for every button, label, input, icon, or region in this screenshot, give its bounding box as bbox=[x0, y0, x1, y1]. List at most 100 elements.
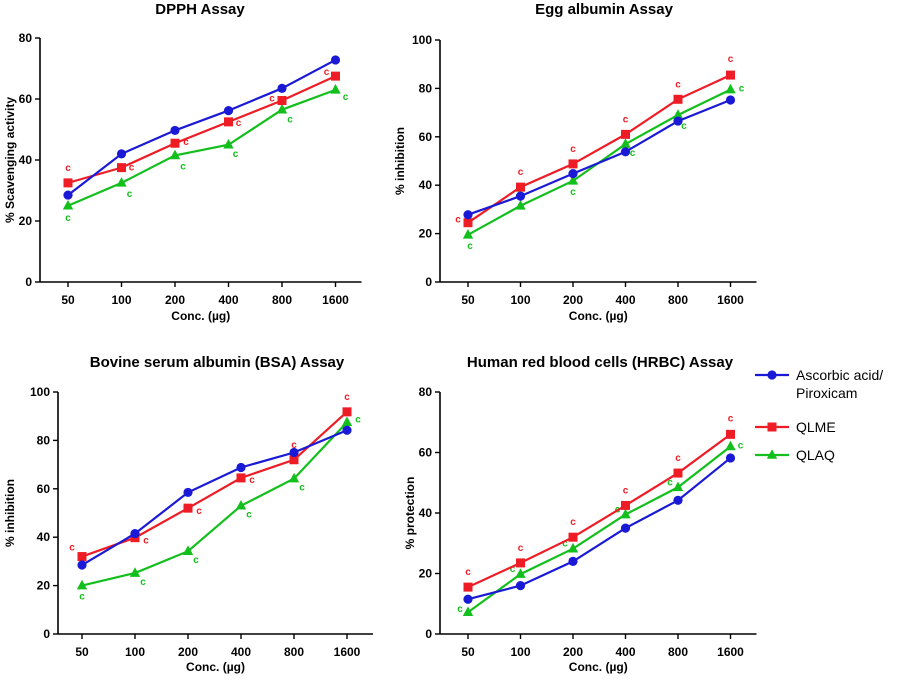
data-point bbox=[516, 558, 525, 568]
data-point bbox=[462, 229, 474, 239]
data-point bbox=[568, 556, 578, 567]
chart-panel-4: Human red blood cells (HRBC) Assay 0 20 40 6… bbox=[403, 354, 757, 674]
significance-label: c bbox=[675, 453, 681, 464]
legend-entry: Ascorbic acid/Piroxicam bbox=[755, 367, 883, 401]
data-point bbox=[289, 447, 299, 458]
significance-label: c bbox=[180, 161, 186, 172]
legend-marker bbox=[766, 449, 778, 459]
chart-panel-2: Egg albumin Assay 0 20 40 60 80 100 50 100 200 400… bbox=[393, 1, 757, 323]
significance-label: c bbox=[728, 413, 734, 424]
chart-title: Egg albumin Assay bbox=[535, 1, 673, 18]
series-line bbox=[81, 421, 348, 587]
significance-label: c bbox=[623, 114, 629, 125]
data-point bbox=[342, 425, 352, 435]
chart-title: DPPH Assay bbox=[155, 1, 245, 18]
data-point bbox=[462, 606, 474, 617]
significance-label: c bbox=[269, 94, 275, 105]
data-point bbox=[568, 168, 578, 179]
significance-label: c bbox=[196, 506, 202, 517]
chart-title: Human red blood cells (HRBC) Assay bbox=[467, 354, 734, 371]
significance-label: c bbox=[457, 604, 463, 615]
chart-panel-3: Bovine serum albumin (BSA) Assay 0 20 40 60 8… bbox=[3, 354, 373, 674]
significance-label: c bbox=[129, 163, 135, 174]
x-tick-label: 100 bbox=[125, 645, 145, 659]
data-point bbox=[463, 218, 473, 228]
data-point bbox=[117, 163, 126, 173]
x-axis-label: Conc. (µg) bbox=[569, 660, 628, 674]
significance-label: c bbox=[143, 536, 149, 547]
series-qlaq: c c c c c c bbox=[62, 84, 349, 224]
legend-entry: QLME bbox=[755, 419, 836, 435]
y-tick-label: 20 bbox=[419, 227, 433, 241]
x-tick-label: 100 bbox=[111, 293, 131, 307]
series-ascorbic-acid-piroxicam bbox=[463, 453, 736, 604]
significance-label: c bbox=[518, 167, 524, 178]
significance-label: c bbox=[510, 564, 516, 575]
chart-title: Bovine serum albumin (BSA) Assay bbox=[90, 354, 345, 371]
significance-label: c bbox=[570, 517, 576, 528]
y-tick-label: 0 bbox=[425, 627, 432, 641]
significance-label: c bbox=[623, 485, 629, 496]
data-point bbox=[116, 149, 127, 159]
y-tick-label: 80 bbox=[419, 81, 433, 95]
data-point bbox=[77, 560, 87, 570]
significance-label: c bbox=[344, 392, 350, 403]
data-point bbox=[277, 83, 287, 93]
x-tick-label: 800 bbox=[668, 645, 688, 659]
significance-label: c bbox=[236, 118, 242, 129]
y-tick-label: 0 bbox=[25, 275, 32, 289]
data-point bbox=[620, 508, 631, 519]
y-tick-label: 40 bbox=[19, 153, 33, 167]
x-tick-label: 1600 bbox=[334, 645, 361, 659]
x-axis-label: Conc. (µg) bbox=[186, 660, 245, 674]
y-tick-label: 60 bbox=[37, 482, 51, 496]
significance-label: c bbox=[343, 92, 349, 103]
significance-label: c bbox=[630, 148, 636, 159]
legend-label: QLAQ bbox=[796, 447, 835, 463]
series-ascorbic-acid-piroxicam bbox=[63, 55, 341, 200]
data-point bbox=[673, 94, 683, 104]
data-point bbox=[63, 178, 73, 188]
y-tick-label: 60 bbox=[419, 446, 433, 460]
significance-label: c bbox=[127, 189, 133, 200]
y-tick-label: 80 bbox=[19, 31, 33, 45]
data-point bbox=[725, 453, 736, 463]
data-point bbox=[621, 129, 630, 139]
data-point bbox=[515, 581, 526, 591]
y-tick-label: 40 bbox=[37, 530, 51, 544]
y-axis-label: % Scavenging activity bbox=[3, 97, 17, 223]
data-point bbox=[620, 138, 631, 148]
data-point bbox=[673, 495, 683, 505]
y-axis-label: % inhibition bbox=[3, 479, 17, 547]
x-tick-label: 400 bbox=[615, 293, 635, 307]
x-tick-label: 400 bbox=[615, 645, 635, 659]
legend-label: Ascorbic acid/ bbox=[796, 367, 883, 383]
data-point bbox=[568, 159, 578, 169]
legend-label: Piroxicam bbox=[796, 385, 857, 401]
data-point bbox=[672, 109, 684, 119]
y-tick-label: 40 bbox=[419, 178, 433, 192]
x-axis-label: Conc. (µg) bbox=[569, 309, 628, 323]
data-point bbox=[224, 117, 233, 127]
y-tick-label: 20 bbox=[419, 567, 433, 581]
legend-marker bbox=[767, 370, 777, 380]
significance-label: c bbox=[65, 163, 71, 174]
data-point bbox=[567, 175, 579, 185]
significance-label: c bbox=[570, 144, 576, 155]
series-line bbox=[67, 58, 337, 196]
data-point bbox=[183, 487, 193, 498]
y-tick-label: 100 bbox=[30, 385, 50, 399]
data-point bbox=[330, 84, 341, 94]
data-point bbox=[341, 416, 353, 427]
series-line bbox=[81, 411, 348, 558]
x-tick-label: 1600 bbox=[717, 293, 744, 307]
data-point bbox=[223, 105, 234, 116]
data-point bbox=[725, 440, 736, 451]
series-ascorbic-acid-piroxicam bbox=[77, 425, 352, 570]
significance-label: c bbox=[455, 215, 461, 226]
x-tick-label: 50 bbox=[461, 293, 475, 307]
